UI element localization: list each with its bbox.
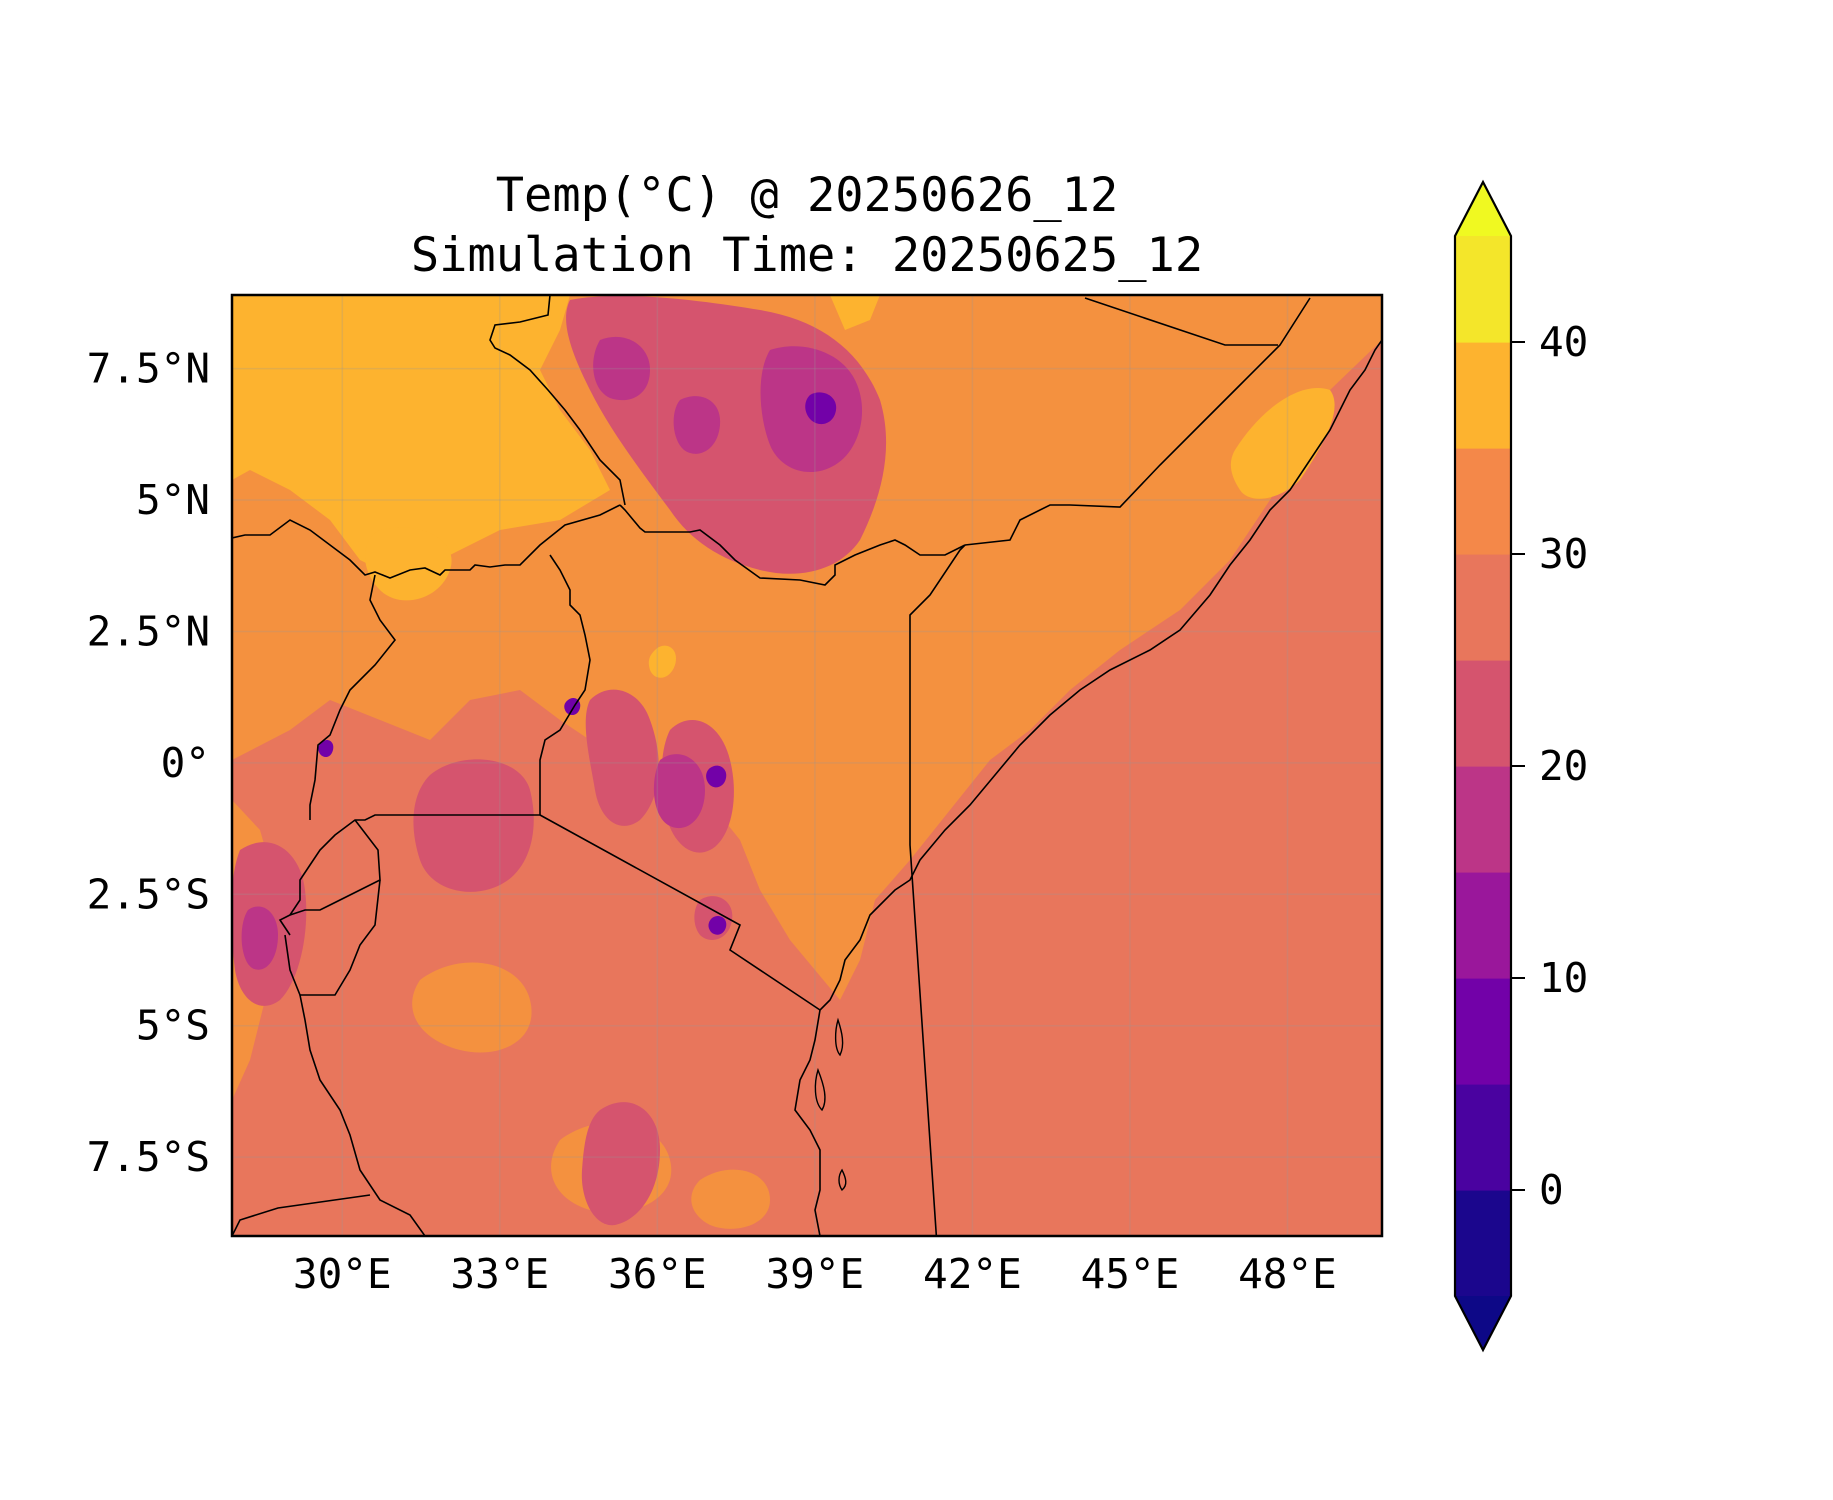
y-tick-label: 5°N (136, 476, 210, 524)
border-tanzania-drc-lake-tanganyika (299, 994, 426, 1236)
border-ethiopia-somaliland (1084, 297, 1278, 346)
border-tanzania-zambia (232, 1194, 371, 1236)
colorbar-extend-max (1455, 182, 1511, 236)
temperature-field-hot-sudan (232, 295, 610, 580)
colorbar-outline (1453, 179, 1513, 1353)
colorbar-segment (1455, 1084, 1511, 1191)
border-rwanda-burundi (289, 819, 381, 916)
border-uganda-drc (309, 574, 397, 820)
island-zanzibar (814, 1067, 826, 1112)
colorbar-extend-min (1455, 1296, 1511, 1350)
y-tick-label: 5°S (136, 1002, 210, 1050)
temperature-field-cold-western-rift (241, 906, 278, 970)
border-south-sudan-ethiopia (489, 295, 626, 506)
y-tick-label: 7.5°S (87, 1133, 210, 1181)
colorbar-segment (1455, 872, 1511, 979)
border-kenya-uganda (539, 554, 591, 815)
colorbar-segment (1455, 660, 1511, 767)
border-uganda-tanzania (278, 814, 540, 936)
border-kenya-tanzania (539, 814, 821, 1011)
islands (814, 1017, 847, 1192)
x-tick-label: 45°E (1081, 1250, 1180, 1298)
x-axis-ticks: 30°E 33°E 36°E 39°E 42°E 45°E 48°E (293, 1250, 1337, 1298)
temperature-field-warm-patch-1 (412, 962, 532, 1053)
temperature-field-cold-ethiopia-mid (673, 396, 721, 454)
y-tick-label: 2.5°N (87, 607, 210, 655)
x-tick-label: 42°E (923, 1250, 1022, 1298)
colorbar-segment (1455, 1190, 1511, 1297)
country-borders (232, 295, 1382, 1236)
temperature-field-hot-kenya (648, 645, 676, 678)
temperature-field-hot-somalia (1230, 388, 1335, 499)
temperature-field-cool-lake-victoria (413, 759, 534, 892)
border-burundi-tanzania (284, 879, 381, 996)
y-tick-label: 0° (161, 739, 210, 787)
colorbar-tick-label: 20 (1539, 742, 1588, 790)
temperature-field-hot-sudan-edge (365, 527, 452, 601)
temperature-field-cool-rift-1 (585, 689, 659, 826)
border-kenya-south-sudan-uganda (232, 504, 621, 579)
y-tick-label: 7.5°N (87, 345, 210, 393)
border-kenya-somalia (909, 544, 966, 1236)
island-mafia (838, 1168, 847, 1192)
coastline (794, 339, 1382, 1236)
colorbar-tick-label: 30 (1539, 530, 1588, 578)
border-kenya-ethiopia (619, 504, 966, 586)
temperature-field-cold-ethiopia-west (593, 336, 650, 401)
title-line-simulation-time: Simulation Time: 20250625_12 (410, 228, 1204, 283)
temperature-field-coldest-kilimanjaro (708, 916, 727, 935)
border-ethiopia-somalia (964, 297, 1311, 546)
gridlines (232, 295, 1382, 1236)
y-tick-label: 2.5°S (87, 870, 210, 918)
colorbar-tick-label: 40 (1539, 318, 1588, 366)
title-line-valid-time: Temp(°C) @ 20250626_12 (495, 168, 1119, 223)
island-pemba (834, 1017, 844, 1057)
temperature-field-coldest-rwenzori (318, 739, 334, 758)
colorbar-segment (1455, 448, 1511, 555)
temperature-field-coldest-mount-kenya (706, 765, 727, 788)
temperature-field-warm-patch-3 (691, 1169, 770, 1229)
x-tick-label: 36°E (608, 1250, 707, 1298)
x-tick-label: 48°E (1238, 1250, 1337, 1298)
colorbar-segment (1455, 554, 1511, 661)
map-frame (230, 293, 1384, 1238)
colorbar: 0 10 20 30 40 (1453, 179, 1588, 1353)
x-tick-label: 33°E (450, 1250, 549, 1298)
colorbar-segment (1455, 978, 1511, 1085)
map-area (232, 295, 1382, 1236)
colorbar-segment (1455, 766, 1511, 873)
temperature-field-coldest-ethiopia (805, 392, 837, 425)
temperature-field-hot-ethiopia (830, 295, 880, 330)
colorbar-segment (1455, 342, 1511, 449)
x-tick-label: 39°E (766, 1250, 865, 1298)
x-tick-label: 30°E (293, 1250, 392, 1298)
map-title: Temp(°C) @ 20250626_12 Simulation Time: … (232, 166, 1382, 286)
colorbar-segment (1455, 236, 1511, 343)
temperature-field-cold-kenya-highlands (653, 754, 705, 829)
colorbar-tick-label: 0 (1539, 1166, 1564, 1214)
colorbar-tick-label: 10 (1539, 954, 1588, 1002)
y-axis-ticks: 7.5°N 5°N 2.5°N 0° 2.5°S 5°S 7.5°S (87, 345, 210, 1182)
temperature-field-cool-tanzania-south (581, 1102, 660, 1226)
